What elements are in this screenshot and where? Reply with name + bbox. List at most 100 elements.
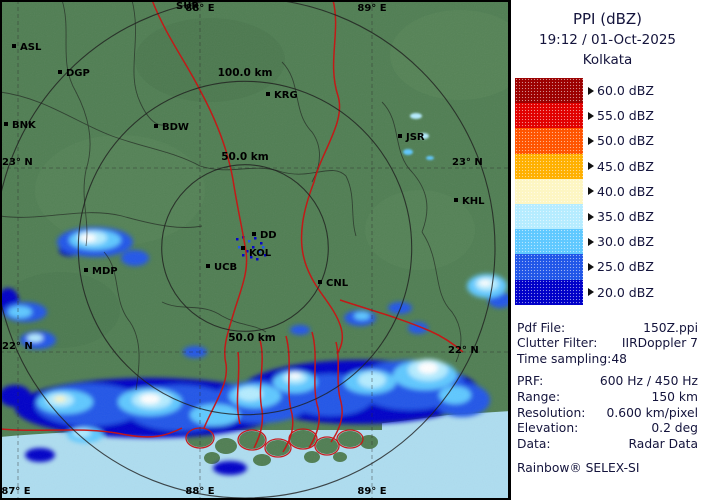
info-row-clutter-filter: Clutter Filter: IIRDoppler 7	[515, 336, 700, 352]
ring-label-100km: 100.0 km	[218, 67, 273, 79]
legend-label: 20.0 dBZ	[597, 284, 654, 300]
legend-tick-icon	[588, 162, 594, 171]
legend-swatch-40	[515, 178, 583, 204]
coord-left-23n: 23° N	[2, 157, 33, 168]
software-branding: Rainbow® SELEX-SI	[517, 461, 640, 476]
info-label: Range:	[517, 390, 561, 405]
station-name: Kolkata	[582, 52, 633, 68]
legend-swatch-45	[515, 153, 583, 179]
city-markers: SUR ASL DGP BNK BDW KRG JSR KHL MDP DD K…	[4, 1, 485, 289]
legend-swatch-30	[515, 229, 583, 255]
info-value: 48	[611, 351, 627, 366]
legend-tick-icon	[588, 237, 594, 246]
range-ring-labels: 100.0 km 50.0 km 50.0 km	[218, 67, 276, 344]
legend-label: 25.0 dBZ	[597, 259, 654, 275]
legend-label: 30.0 dBZ	[597, 234, 654, 250]
legend-row: 60.0 dBZ	[515, 78, 700, 104]
coord-bottom-87e: 87° E	[1, 486, 30, 497]
info-row-prf: PRF: 600 Hz / 450 Hz	[515, 374, 700, 390]
info-label: Clutter Filter:	[517, 336, 598, 351]
city-marker-jsr: JSR	[398, 132, 425, 143]
legend-swatch-35	[515, 203, 583, 230]
legend-label: 45.0 dBZ	[597, 158, 654, 174]
legend-label: 35.0 dBZ	[597, 209, 654, 225]
panel-title: PPI (dBZ)	[572, 10, 643, 28]
city-marker-asl: ASL	[12, 42, 42, 53]
city-marker-dgp: DGP	[58, 68, 90, 79]
legend-row: 30.0 dBZ	[515, 229, 700, 255]
legend-label: 40.0 dBZ	[597, 183, 654, 199]
legend-row: 50.0 dBZ	[515, 128, 700, 154]
info-row-pdf-file: Pdf File: 150Z.ppi	[515, 321, 700, 337]
legend-swatch-60	[515, 78, 583, 104]
dbz-legend: 60.0 dBZ 55.0 dBZ 50.0 dBZ 45.0 dBZ 40.0	[515, 78, 700, 305]
scan-datetime: 19:12 / 01-Oct-2025	[538, 32, 677, 48]
terrain-noise	[0, 0, 510, 500]
legend-tick-icon	[588, 111, 594, 120]
info-label: Time sampling:	[517, 351, 612, 366]
svg-text:KHL: KHL	[462, 196, 485, 207]
city-marker-bdw: BDW	[154, 122, 189, 133]
svg-text:DD: DD	[260, 230, 277, 241]
radar-map: 100.0 km 50.0 km 50.0 km SUR ASL DGP BNK…	[0, 0, 510, 500]
svg-text:BDW: BDW	[162, 122, 189, 133]
legend-tick-icon	[588, 288, 594, 297]
coord-right-23n: 23° N	[452, 157, 483, 168]
legend-row: 20.0 dBZ	[515, 279, 700, 305]
coord-bottom-88e: 88° E	[185, 486, 214, 497]
info-value: 0.600 km/pixel	[606, 405, 698, 420]
info-label: PRF:	[517, 374, 544, 389]
district-boundaries	[0, 0, 462, 391]
city-label-sur: SUR	[176, 1, 199, 12]
city-marker-bnk: BNK	[4, 120, 37, 131]
coordinate-labels: 88° E 89° E 87° E 88° E 89° E 23° N 22° …	[1, 3, 482, 497]
info-value: 600 Hz / 450 Hz	[599, 374, 698, 389]
city-marker-kol: KOL	[241, 246, 272, 259]
info-row-range: Range: 150 km	[515, 390, 700, 406]
city-marker-khl: KHL	[454, 196, 485, 207]
legend-tick-icon	[588, 187, 594, 196]
svg-text:MDP: MDP	[92, 266, 118, 277]
legend-swatch-50	[515, 128, 583, 154]
legend-swatch-25	[515, 254, 583, 280]
info-row-resolution: Resolution: 0.600 km/pixel	[515, 406, 700, 422]
info-label: Data:	[517, 436, 551, 451]
legend-tick-icon	[588, 212, 594, 221]
info-value: 0.2 deg	[651, 421, 698, 436]
svg-text:CNL: CNL	[326, 278, 349, 289]
coord-top-89e: 89° E	[357, 3, 386, 14]
legend-tick-icon	[588, 86, 594, 95]
svg-text:JSR: JSR	[405, 132, 425, 143]
legend-swatch-55	[515, 103, 583, 129]
legend-label: 50.0 dBZ	[597, 133, 654, 149]
red-boundaries	[0, 0, 464, 458]
legend-label: 55.0 dBZ	[597, 108, 654, 124]
svg-text:KOL: KOL	[249, 248, 272, 259]
legend-row: 25.0 dBZ	[515, 254, 700, 280]
info-label: Elevation:	[517, 421, 579, 436]
map-frame	[0, 0, 510, 500]
city-marker-ucb: UCB	[206, 262, 237, 273]
info-label: Resolution:	[517, 405, 586, 420]
info-row-elevation: Elevation: 0.2 deg	[515, 421, 700, 437]
radar-map-canvas: 100.0 km 50.0 km 50.0 km SUR ASL DGP BNK…	[0, 0, 510, 500]
legend-row: 35.0 dBZ	[515, 203, 700, 230]
legend-swatch-20	[515, 279, 583, 305]
city-marker-cnl: CNL	[318, 278, 349, 289]
legend-row: 40.0 dBZ	[515, 178, 700, 204]
coord-bottom-89e: 89° E	[357, 486, 386, 497]
grid-lines	[0, 0, 510, 500]
coord-right-22n: 22° N	[448, 345, 479, 356]
info-value: IIRDoppler 7	[621, 336, 698, 351]
svg-text:KRG: KRG	[274, 90, 298, 101]
legend-label: 60.0 dBZ	[597, 83, 654, 99]
info-value: Radar Data	[628, 436, 698, 451]
city-marker-dd: DD	[252, 230, 277, 241]
info-label: Pdf File:	[517, 320, 566, 335]
svg-text:ASL: ASL	[20, 42, 42, 53]
legend-tick-icon	[588, 262, 594, 271]
city-marker-mdp: MDP	[84, 266, 118, 277]
info-row-time-sampling: Time sampling: 48	[515, 352, 700, 368]
info-section: Pdf File: 150Z.ppi Clutter Filter: IIRDo…	[515, 321, 700, 453]
